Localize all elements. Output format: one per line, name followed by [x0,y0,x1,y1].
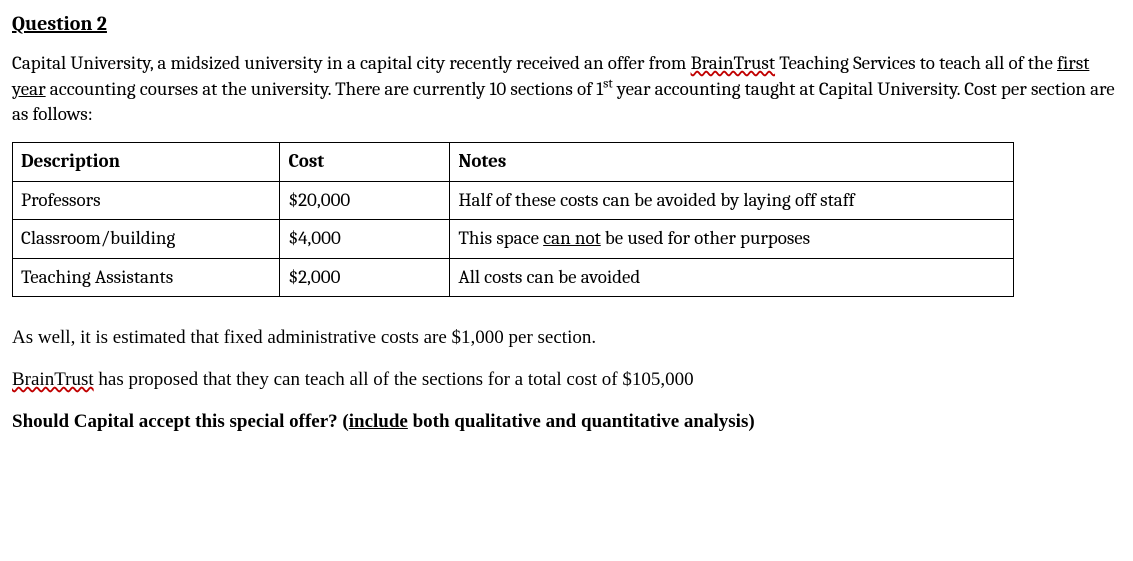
cell-cost: $20,000 [280,181,450,220]
spell-error-braintrust-2: BrainTrust [12,369,94,390]
superscript-st: st [603,76,613,91]
cell-desc: Professors [13,181,280,220]
proposal-paragraph: BrainTrust has proposed that they can te… [12,367,1121,393]
question-heading: Question 2 [12,10,1121,37]
note-text-a: All costs can be avoided [458,266,640,288]
question-prompt: Should Capital accept this special offer… [12,409,1121,435]
note-underline-cannot: can not [543,227,601,249]
spell-error-braintrust-1: BrainTrust [691,52,775,74]
table-header-row: Description Cost Notes [13,142,1014,181]
fixed-admin-paragraph: As well, it is estimated that fixed admi… [12,325,1121,351]
underline-include: include [349,411,408,432]
cell-notes: All costs can be avoided [450,258,1014,297]
intro-text-b: Teaching Services to teach all of the [775,52,1057,74]
proposal-text-rest: has proposed that they can teach all of … [94,369,694,390]
cell-cost: $2,000 [280,258,450,297]
cell-notes: Half of these costs can be avoided by la… [450,181,1014,220]
intro-text-a: Capital University, a midsized universit… [12,52,691,74]
table-row: Classroom/building $4,000 This space can… [13,220,1014,259]
intro-text-c: accounting courses at the university. Th… [46,78,604,100]
cell-cost: $4,000 [280,220,450,259]
cell-notes: This space can not be used for other pur… [450,220,1014,259]
table-row: Teaching Assistants $2,000 All costs can… [13,258,1014,297]
prompt-text-a: Should Capital accept this special offer… [12,411,349,432]
cost-table: Description Cost Notes Professors $20,00… [12,142,1014,298]
col-header-notes: Notes [450,142,1014,181]
intro-paragraph: Capital University, a midsized universit… [12,51,1121,128]
note-text-a: This space [458,227,543,249]
col-header-cost: Cost [280,142,450,181]
note-text-b: be used for other purposes [601,227,810,249]
prompt-text-b: both qualitative and quantitative analys… [408,411,755,432]
note-text-a: Half of these costs can be avoided by la… [458,189,854,211]
table-row: Professors $20,000 Half of these costs c… [13,181,1014,220]
cell-desc: Teaching Assistants [13,258,280,297]
cell-desc: Classroom/building [13,220,280,259]
col-header-description: Description [13,142,280,181]
